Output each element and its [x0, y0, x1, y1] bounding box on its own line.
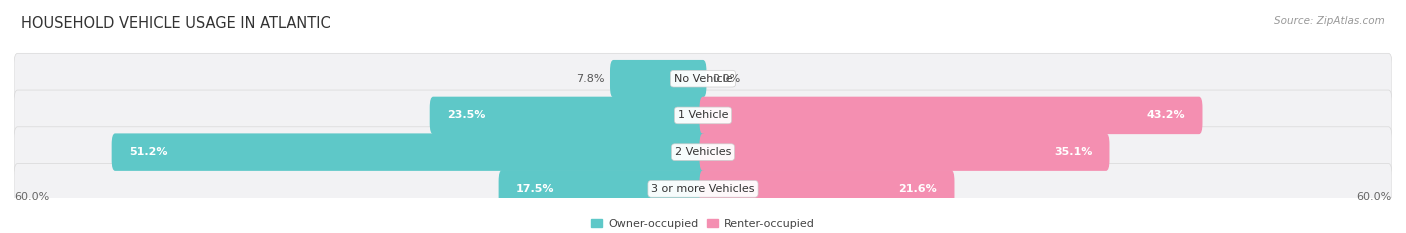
Text: 2 Vehicles: 2 Vehicles	[675, 147, 731, 157]
FancyBboxPatch shape	[14, 90, 1392, 141]
Text: HOUSEHOLD VEHICLE USAGE IN ATLANTIC: HOUSEHOLD VEHICLE USAGE IN ATLANTIC	[21, 16, 330, 31]
FancyBboxPatch shape	[14, 53, 1392, 104]
Text: 7.8%: 7.8%	[575, 74, 605, 84]
FancyBboxPatch shape	[499, 170, 706, 208]
Text: No Vehicle: No Vehicle	[673, 74, 733, 84]
Text: 43.2%: 43.2%	[1147, 110, 1185, 120]
Text: 60.0%: 60.0%	[14, 192, 49, 202]
FancyBboxPatch shape	[610, 60, 706, 97]
Text: 3 or more Vehicles: 3 or more Vehicles	[651, 184, 755, 194]
Text: 35.1%: 35.1%	[1054, 147, 1092, 157]
Legend: Owner-occupied, Renter-occupied: Owner-occupied, Renter-occupied	[586, 214, 820, 233]
FancyBboxPatch shape	[111, 134, 706, 171]
Text: 0.0%: 0.0%	[713, 74, 741, 84]
Text: Source: ZipAtlas.com: Source: ZipAtlas.com	[1274, 16, 1385, 26]
Text: 23.5%: 23.5%	[447, 110, 485, 120]
FancyBboxPatch shape	[700, 97, 1202, 134]
Text: 60.0%: 60.0%	[1357, 192, 1392, 202]
Text: 17.5%: 17.5%	[516, 184, 554, 194]
Text: 51.2%: 51.2%	[129, 147, 167, 157]
FancyBboxPatch shape	[430, 97, 706, 134]
FancyBboxPatch shape	[14, 164, 1392, 214]
FancyBboxPatch shape	[700, 170, 955, 208]
FancyBboxPatch shape	[14, 127, 1392, 178]
FancyBboxPatch shape	[700, 134, 1109, 171]
Text: 1 Vehicle: 1 Vehicle	[678, 110, 728, 120]
Text: 21.6%: 21.6%	[898, 184, 938, 194]
